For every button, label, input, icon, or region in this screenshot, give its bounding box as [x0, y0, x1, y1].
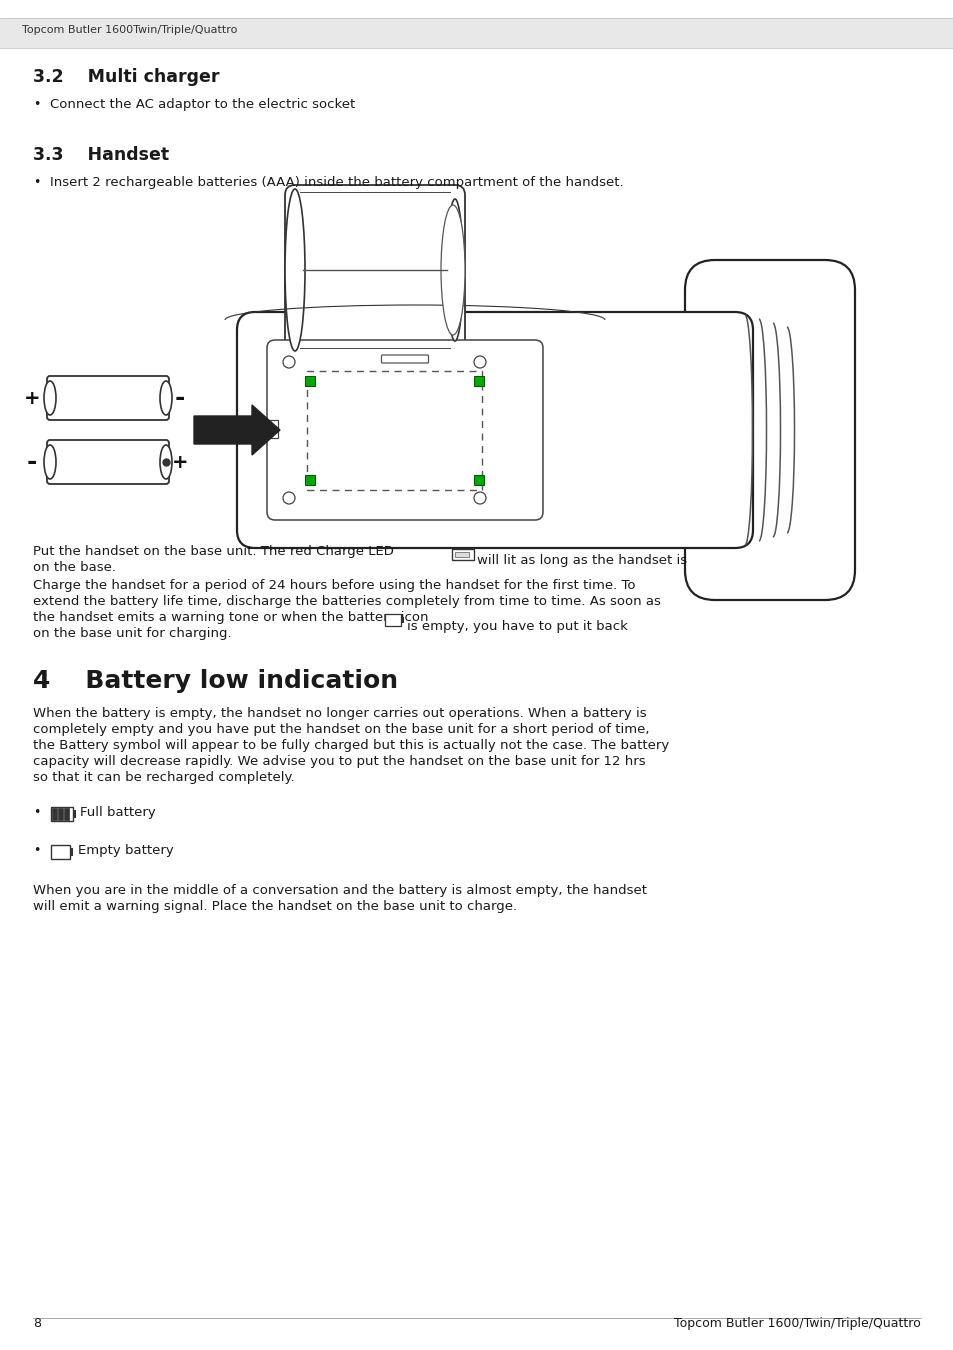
Bar: [385, 614, 400, 626]
Text: extend the battery life time, discharge the batteries completely from time to ti: extend the battery life time, discharge …: [33, 595, 660, 608]
Circle shape: [474, 491, 485, 504]
Text: on the base.: on the base.: [33, 562, 116, 574]
Bar: [70, 848, 73, 856]
Bar: [455, 552, 469, 558]
Text: Topcom Butler 1600Twin/Triple/Quattro: Topcom Butler 1600Twin/Triple/Quattro: [22, 26, 237, 35]
Text: the Battery symbol will appear to be fully charged but this is actually not the : the Battery symbol will appear to be ful…: [33, 738, 669, 752]
FancyBboxPatch shape: [285, 185, 464, 355]
Text: will emit a warning signal. Place the handset on the base unit to charge.: will emit a warning signal. Place the ha…: [33, 900, 517, 913]
Bar: [0, 18, 953, 49]
Ellipse shape: [160, 381, 172, 414]
Bar: [64, 809, 69, 819]
Bar: [305, 475, 314, 485]
Text: will lit as long as the handset is: will lit as long as the handset is: [476, 554, 686, 567]
Ellipse shape: [285, 189, 305, 351]
Text: -: -: [174, 386, 185, 410]
FancyBboxPatch shape: [267, 340, 542, 520]
Bar: [474, 377, 483, 386]
Text: 3.3    Handset: 3.3 Handset: [33, 146, 169, 163]
Bar: [58, 809, 63, 819]
Text: Full battery: Full battery: [80, 806, 155, 819]
Text: -: -: [27, 450, 37, 474]
Circle shape: [474, 356, 485, 369]
Text: +: +: [172, 452, 188, 471]
Text: on the base unit for charging.: on the base unit for charging.: [33, 626, 232, 640]
Text: 8: 8: [33, 1318, 41, 1330]
Text: •: •: [33, 844, 40, 857]
Bar: [51, 807, 73, 821]
FancyBboxPatch shape: [381, 355, 428, 363]
Bar: [452, 549, 474, 560]
Text: When you are in the middle of a conversation and the battery is almost empty, th: When you are in the middle of a conversa…: [33, 884, 646, 896]
Ellipse shape: [44, 381, 56, 414]
Text: When the battery is empty, the handset no longer carries out operations. When a : When the battery is empty, the handset n…: [33, 707, 646, 720]
Bar: [51, 845, 70, 859]
Circle shape: [283, 491, 294, 504]
Circle shape: [283, 356, 294, 369]
Text: capacity will decrease rapidly. We advise you to put the handset on the base uni: capacity will decrease rapidly. We advis…: [33, 755, 645, 768]
Text: completely empty and you have put the handset on the base unit for a short perio: completely empty and you have put the ha…: [33, 724, 649, 736]
Text: Topcom Butler 1600/Twin/Triple/Quattro: Topcom Butler 1600/Twin/Triple/Quattro: [674, 1318, 920, 1330]
Text: 4    Battery low indication: 4 Battery low indication: [33, 670, 397, 693]
Text: Put the handset on the base unit. The red Charge LED: Put the handset on the base unit. The re…: [33, 545, 394, 558]
Bar: [474, 475, 483, 485]
Ellipse shape: [447, 198, 462, 342]
FancyBboxPatch shape: [47, 377, 169, 420]
Text: +: +: [24, 389, 40, 408]
Text: •: •: [33, 176, 40, 189]
Bar: [305, 377, 314, 386]
Ellipse shape: [160, 446, 172, 479]
Ellipse shape: [440, 205, 464, 335]
Text: Empty battery: Empty battery: [78, 844, 173, 857]
Text: Insert 2 rechargeable batteries (AAA) inside the battery compartment of the hand: Insert 2 rechargeable batteries (AAA) in…: [50, 176, 623, 189]
FancyBboxPatch shape: [236, 312, 752, 548]
Bar: [270, 420, 277, 437]
Text: Charge the handset for a period of 24 hours before using the handset for the fir: Charge the handset for a period of 24 ho…: [33, 579, 635, 593]
Bar: [73, 810, 76, 818]
Text: •: •: [33, 99, 40, 111]
Text: •: •: [33, 806, 40, 819]
Text: the handset emits a warning tone or when the battery icon: the handset emits a warning tone or when…: [33, 612, 428, 624]
Bar: [400, 617, 403, 622]
Text: Connect the AC adaptor to the electric socket: Connect the AC adaptor to the electric s…: [50, 99, 355, 111]
Text: so that it can be recharged completely.: so that it can be recharged completely.: [33, 771, 294, 784]
FancyArrow shape: [193, 405, 280, 455]
FancyBboxPatch shape: [47, 440, 169, 485]
Text: is empty, you have to put it back: is empty, you have to put it back: [407, 620, 627, 633]
Text: 3.2    Multi charger: 3.2 Multi charger: [33, 68, 219, 86]
FancyBboxPatch shape: [684, 261, 854, 599]
Ellipse shape: [44, 446, 56, 479]
Bar: [52, 809, 57, 819]
